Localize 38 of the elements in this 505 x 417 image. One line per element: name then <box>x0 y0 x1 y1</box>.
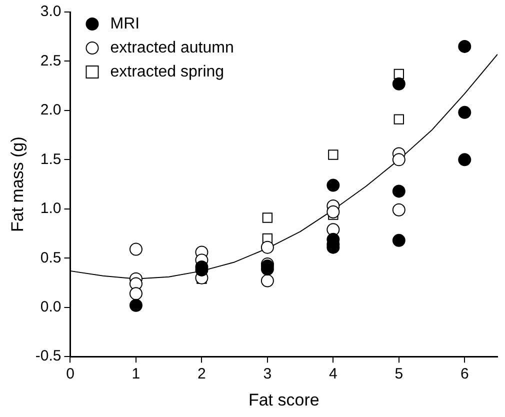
x-tick-label: 0 <box>66 366 74 383</box>
y-tick-label: -0.5 <box>35 348 62 365</box>
y-tick-label: 2.5 <box>40 52 62 70</box>
x-tick-label: 5 <box>394 366 404 383</box>
point <box>458 40 472 53</box>
point <box>392 234 406 247</box>
point <box>458 153 472 166</box>
point <box>394 114 404 124</box>
y-tick-label: 2.0 <box>40 102 62 119</box>
point <box>328 150 338 160</box>
point <box>129 242 142 256</box>
point <box>326 205 340 218</box>
point <box>260 274 274 288</box>
y-tick-label: 0.5 <box>40 249 62 266</box>
y-tick-label: 3.0 <box>40 3 62 20</box>
legend-label: extracted spring <box>110 63 224 80</box>
point <box>326 178 340 192</box>
x-axis-title: Fat score <box>248 390 320 410</box>
point <box>129 298 142 312</box>
point <box>392 77 406 90</box>
y-tick-label: 1.0 <box>40 200 62 218</box>
x-tick-label: 3 <box>263 366 272 383</box>
legend-label: MRI <box>110 15 140 32</box>
y-axis-title: Fat mass (g) <box>8 136 27 232</box>
y-tick-label: 1.5 <box>40 150 62 168</box>
point <box>260 240 274 254</box>
y-tick-label: 0.0 <box>40 298 62 316</box>
x-tick-label: 4 <box>329 366 338 383</box>
point <box>458 106 472 119</box>
point <box>129 287 142 300</box>
point <box>392 153 406 166</box>
legend-label: extracted autumn <box>110 39 234 56</box>
x-tick-label: 1 <box>132 366 140 383</box>
point <box>262 212 273 223</box>
point <box>392 184 406 198</box>
point <box>392 203 406 216</box>
x-tick-label: 2 <box>198 366 206 383</box>
x-tick-label: 6 <box>460 366 469 383</box>
